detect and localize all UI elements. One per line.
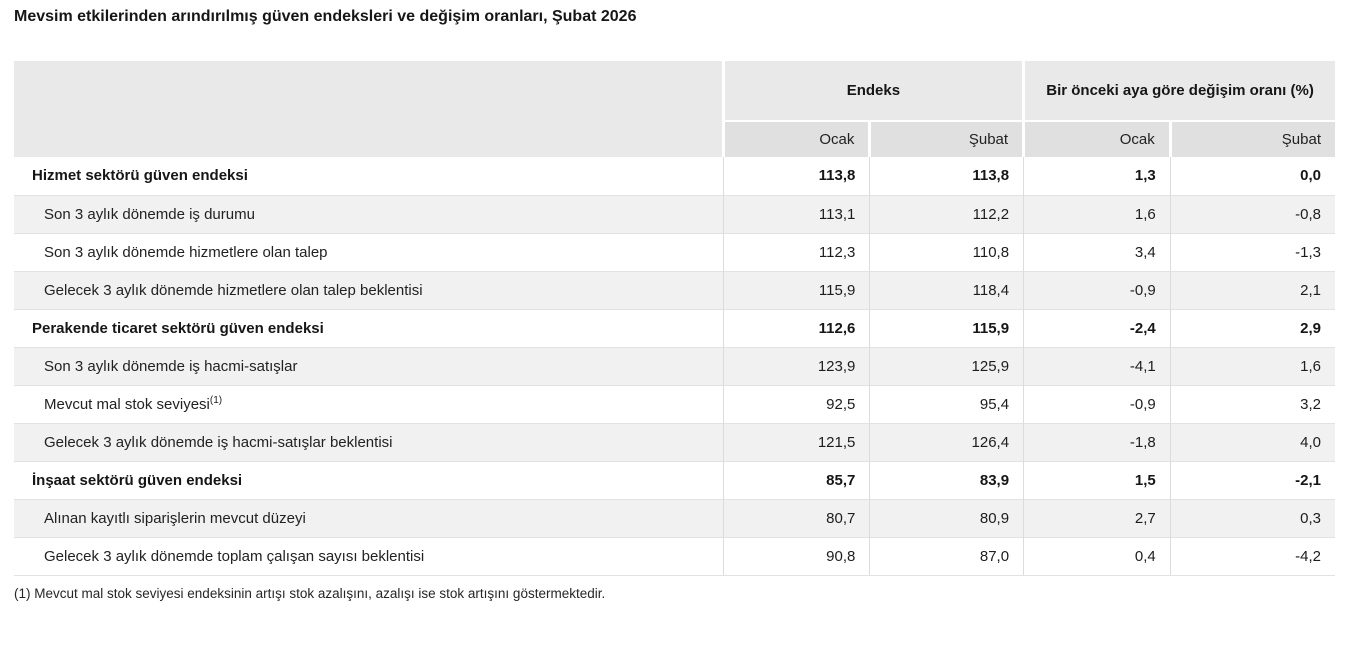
footnote-ref: (1)	[209, 394, 223, 406]
row-label: Son 3 aylık dönemde hizmetlere olan tale…	[14, 232, 724, 271]
row-label-text: Gelecek 3 aylık dönemde iş hacmi-satışla…	[44, 433, 393, 451]
cell-endeks-ocak: 113,8	[722, 157, 870, 195]
table-row: Mevcut mal stok seviyesi(1) 92,5 95,4 -0…	[14, 384, 1335, 423]
cell-endeks-ocak: 121,5	[722, 422, 870, 461]
row-label-text: Alınan kayıtlı siparişlerin mevcut düzey…	[44, 509, 306, 527]
cell-change-ocak: -1,8	[1023, 422, 1171, 461]
row-label: Son 3 aylık dönemde iş durumu	[14, 194, 724, 233]
cell-change-ocak: 1,3	[1023, 157, 1171, 195]
row-label: Son 3 aylık dönemde iş hacmi-satışlar	[14, 346, 724, 385]
cell-change-subat: 2,9	[1169, 308, 1335, 347]
row-label-text: Son 3 aylık dönemde hizmetlere olan tale…	[44, 243, 328, 261]
cell-endeks-subat: 118,4	[869, 270, 1024, 309]
cell-change-ocak: -2,4	[1023, 308, 1171, 347]
table-row: Son 3 aylık dönemde hizmetlere olan tale…	[14, 232, 1335, 271]
row-label-text: Gelecek 3 aylık dönemde hizmetlere olan …	[44, 281, 423, 299]
row-label-text: Mevcut mal stok seviyesi	[44, 395, 210, 413]
footnote: (1) Mevcut mal stok seviyesi endeksinin …	[14, 585, 606, 601]
row-label-text: Hizmet sektörü güven endeksi	[32, 167, 248, 185]
row-label: Alınan kayıtlı siparişlerin mevcut düzey…	[14, 498, 724, 537]
header-month-row: Ocak Şubat Ocak Şubat	[14, 120, 1335, 157]
cell-change-subat: 3,2	[1169, 384, 1335, 423]
cell-endeks-ocak: 90,8	[722, 536, 870, 576]
cell-change-ocak: 3,4	[1023, 232, 1171, 271]
row-label: Gelecek 3 aylık dönemde hizmetlere olan …	[14, 270, 724, 309]
cell-endeks-subat: 126,4	[869, 422, 1024, 461]
cell-endeks-ocak: 112,3	[722, 232, 870, 271]
table-row: Son 3 aylık dönemde iş durumu 113,1 112,…	[14, 194, 1335, 233]
cell-endeks-ocak: 80,7	[722, 498, 870, 537]
cell-endeks-subat: 115,9	[869, 308, 1024, 347]
row-label-text: İnşaat sektörü güven endeksi	[32, 471, 243, 489]
cell-change-ocak: 0,4	[1023, 536, 1171, 576]
cell-change-ocak: -4,1	[1023, 346, 1171, 385]
table-row: Son 3 aylık dönemde iş hacmi-satışlar 12…	[14, 346, 1335, 385]
row-label: İnşaat sektörü güven endeksi	[14, 460, 724, 499]
row-label: Perakende ticaret sektörü güven endeksi	[14, 308, 724, 347]
column-group-endeks: Endeks	[721, 61, 1024, 121]
header-group-row: Endeks Bir önceki aya göre değişim oranı…	[14, 61, 1335, 157]
cell-endeks-subat: 125,9	[869, 346, 1024, 385]
cell-change-ocak: -0,9	[1023, 384, 1171, 423]
cell-change-subat: -2,1	[1169, 460, 1335, 499]
cell-change-subat: -1,3	[1169, 232, 1335, 271]
row-label: Gelecek 3 aylık dönemde toplam çalışan s…	[14, 536, 724, 576]
cell-change-ocak: 2,7	[1023, 498, 1171, 537]
row-label: Gelecek 3 aylık dönemde iş hacmi-satışla…	[14, 422, 724, 461]
cell-change-subat: 4,0	[1169, 422, 1335, 461]
table-row: Gelecek 3 aylık dönemde hizmetlere olan …	[14, 270, 1335, 309]
cell-change-subat: -0,8	[1169, 194, 1335, 233]
cell-endeks-ocak: 112,6	[722, 308, 870, 347]
table-row: Hizmet sektörü güven endeksi 113,8 113,8…	[14, 157, 1335, 195]
cell-endeks-ocak: 113,1	[722, 194, 870, 233]
row-label-text: Perakende ticaret sektörü güven endeksi	[32, 319, 324, 337]
row-label: Mevcut mal stok seviyesi(1)	[14, 384, 724, 423]
row-label-text: Son 3 aylık dönemde iş durumu	[44, 205, 255, 223]
column-header-endeks-subat: Şubat	[868, 120, 1024, 157]
cell-endeks-subat: 87,0	[869, 536, 1024, 576]
table-row: İnşaat sektörü güven endeksi 85,7 83,9 1…	[14, 460, 1335, 499]
cell-change-ocak: 1,5	[1023, 460, 1171, 499]
column-header-change-subat: Şubat	[1168, 120, 1335, 157]
cell-endeks-subat: 83,9	[869, 460, 1024, 499]
table-body: Hizmet sektörü güven endeksi 113,8 113,8…	[14, 157, 1335, 576]
column-header-change-ocak: Ocak	[1022, 120, 1171, 157]
cell-endeks-subat: 110,8	[869, 232, 1024, 271]
row-label-text: Gelecek 3 aylık dönemde toplam çalışan s…	[44, 547, 425, 565]
cell-change-subat: 0,0	[1169, 157, 1335, 195]
column-group-change-rate: Bir önceki aya göre değişim oranı (%)	[1022, 61, 1335, 121]
cell-change-ocak: 1,6	[1023, 194, 1171, 233]
cell-change-subat: -4,2	[1169, 536, 1335, 576]
table-row: Alınan kayıtlı siparişlerin mevcut düzey…	[14, 498, 1335, 537]
table-header: Endeks Bir önceki aya göre değişim oranı…	[14, 61, 1335, 157]
cell-endeks-subat: 95,4	[869, 384, 1024, 423]
confidence-index-table: Endeks Bir önceki aya göre değişim oranı…	[14, 61, 1335, 576]
cell-endeks-subat: 113,8	[869, 157, 1024, 195]
table-row: Gelecek 3 aylık dönemde iş hacmi-satışla…	[14, 422, 1335, 461]
cell-change-subat: 0,3	[1169, 498, 1335, 537]
cell-endeks-ocak: 115,9	[722, 270, 870, 309]
cell-endeks-subat: 112,2	[869, 194, 1024, 233]
table-row: Gelecek 3 aylık dönemde toplam çalışan s…	[14, 536, 1335, 576]
cell-change-subat: 1,6	[1169, 346, 1335, 385]
row-label-text: Son 3 aylık dönemde iş hacmi-satışlar	[44, 357, 298, 375]
cell-endeks-ocak: 85,7	[722, 460, 870, 499]
corner-header-cell	[14, 61, 724, 157]
cell-change-ocak: -0,9	[1023, 270, 1171, 309]
page-title: Mevsim etkilerinden arındırılmış güven e…	[14, 8, 637, 25]
cell-endeks-ocak: 92,5	[722, 384, 870, 423]
cell-change-subat: 2,1	[1169, 270, 1335, 309]
cell-endeks-ocak: 123,9	[722, 346, 870, 385]
column-header-endeks-ocak: Ocak	[721, 120, 870, 157]
row-label: Hizmet sektörü güven endeksi	[14, 157, 723, 195]
table-row: Perakende ticaret sektörü güven endeksi …	[14, 308, 1335, 347]
cell-endeks-subat: 80,9	[869, 498, 1024, 537]
